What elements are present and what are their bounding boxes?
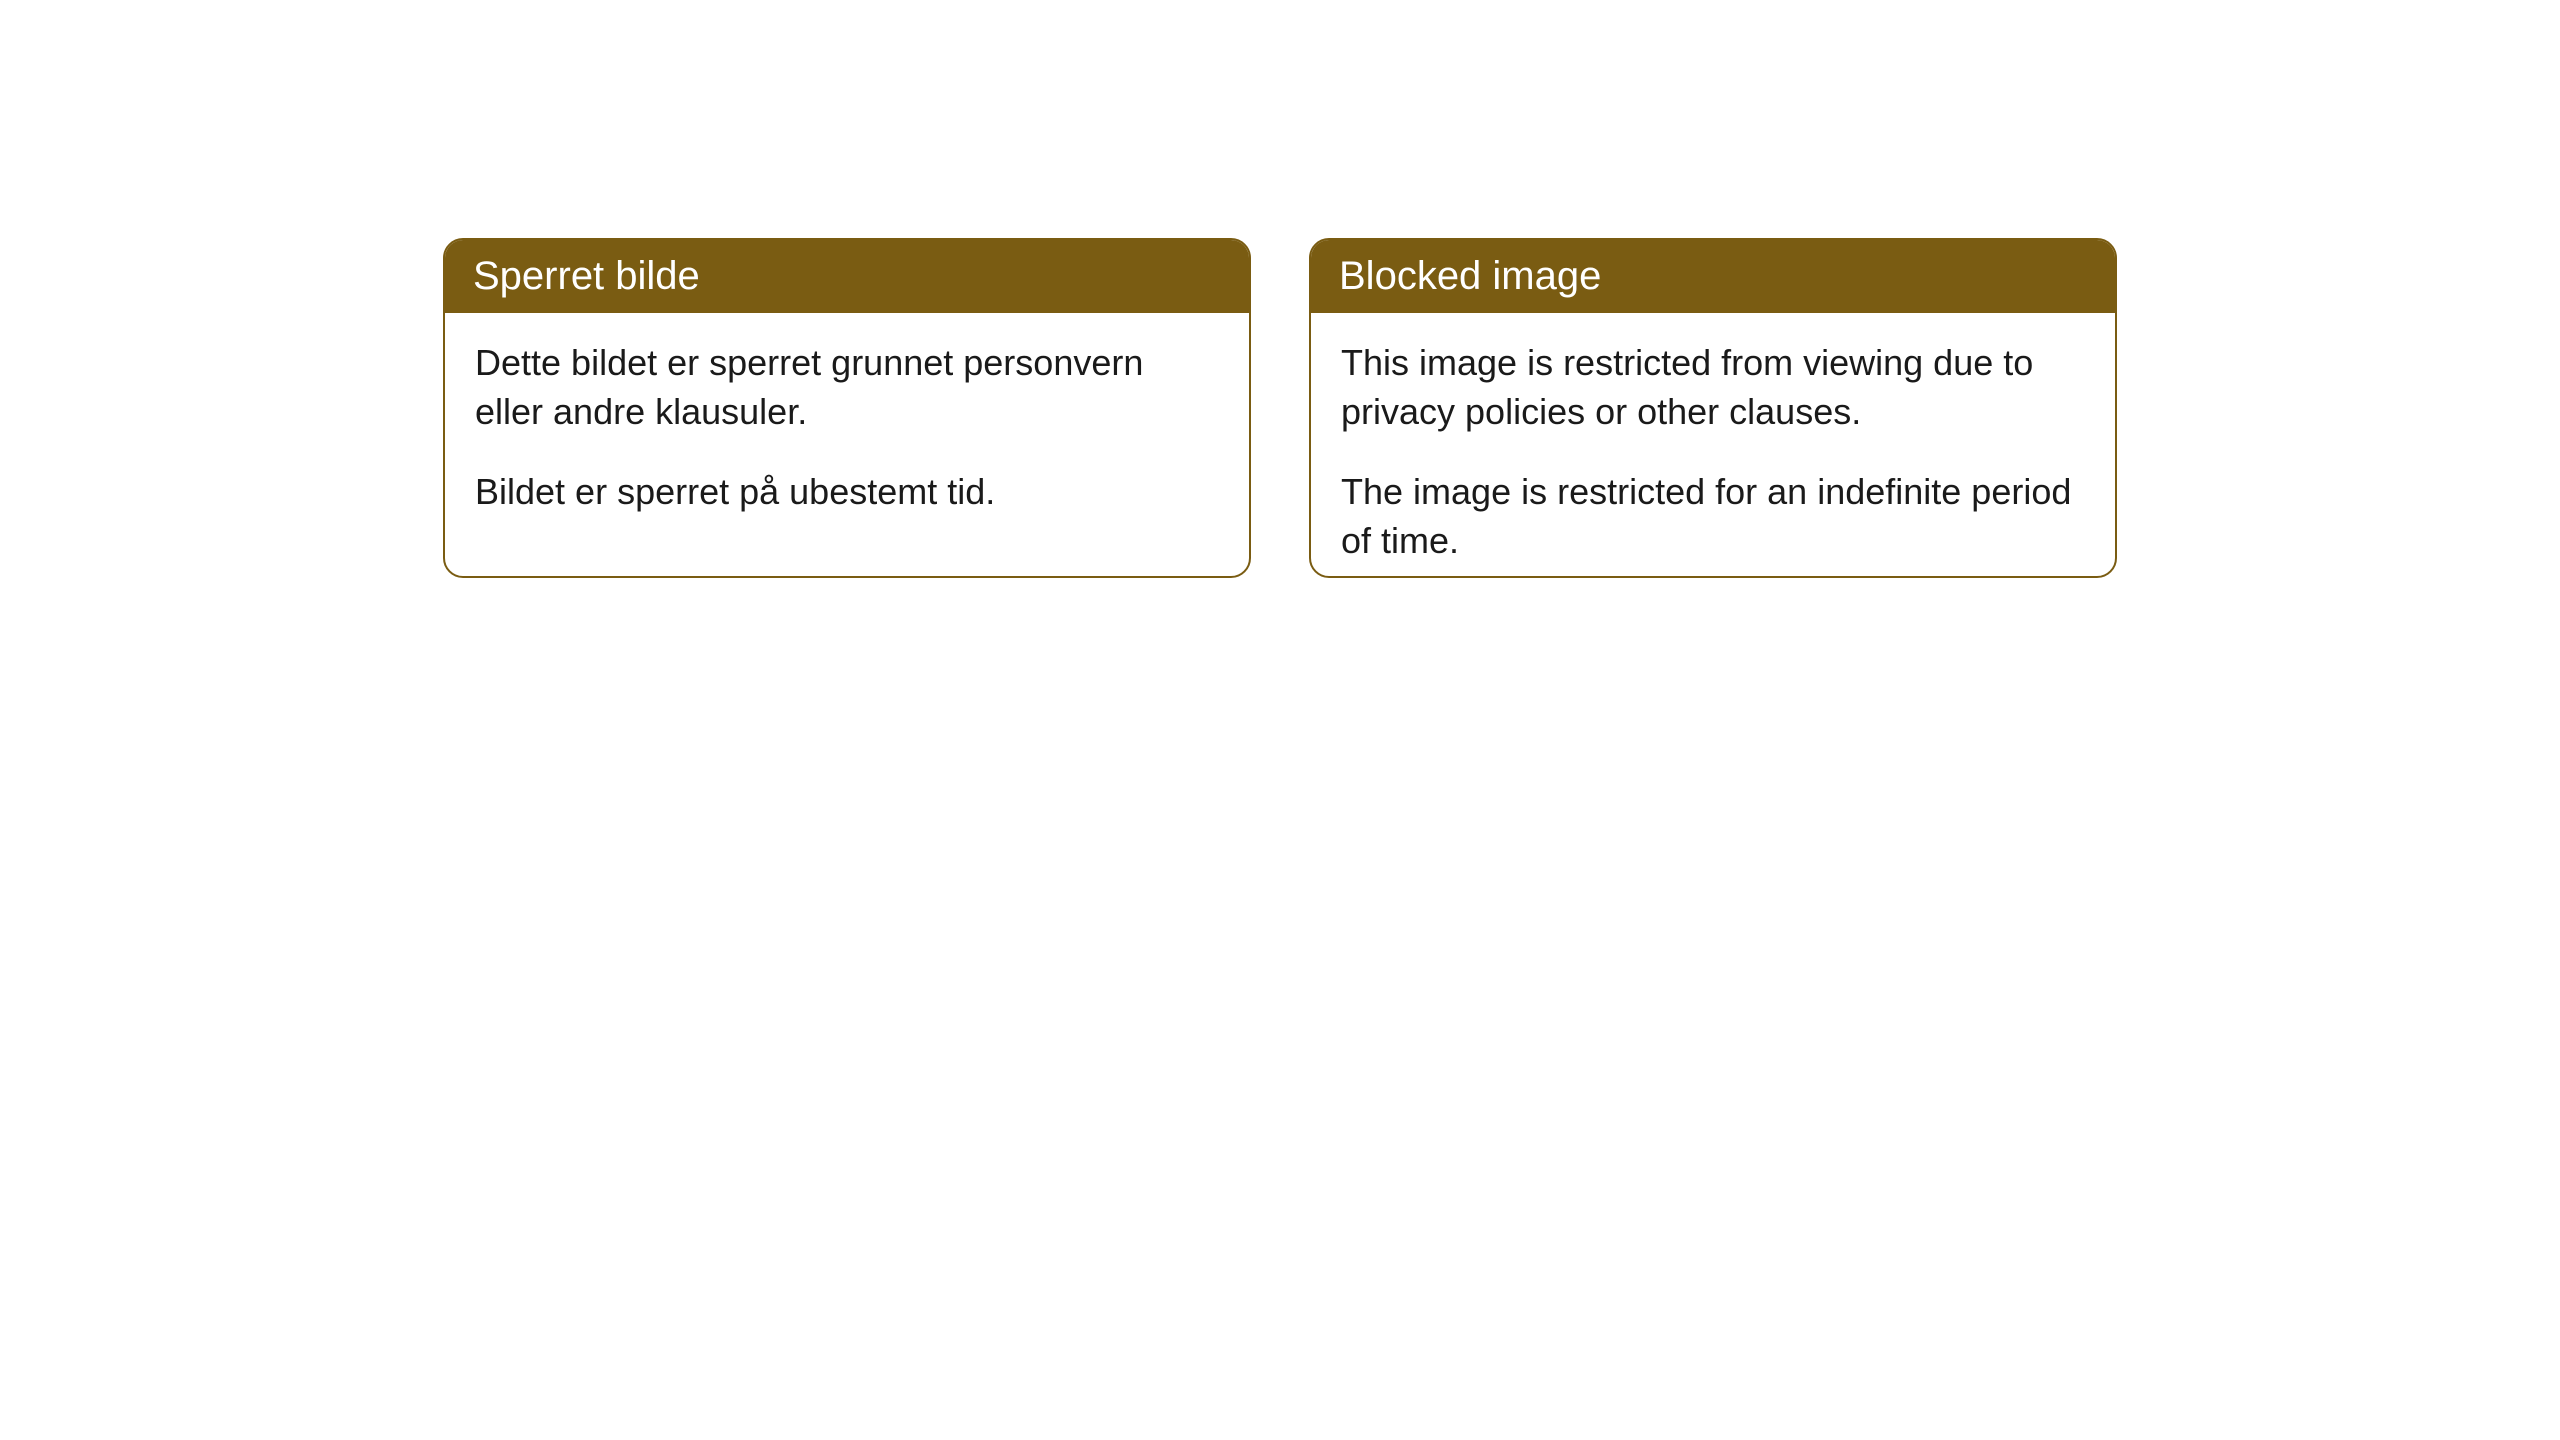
card-header-norwegian: Sperret bilde (445, 240, 1249, 313)
card-title-norwegian: Sperret bilde (473, 254, 700, 298)
card-title-english: Blocked image (1339, 254, 1601, 298)
card-body-english: This image is restricted from viewing du… (1311, 313, 2115, 578)
card-paragraph-2-english: The image is restricted for an indefinit… (1341, 468, 2085, 565)
notice-card-norwegian: Sperret bilde Dette bildet er sperret gr… (443, 238, 1251, 578)
card-paragraph-1-norwegian: Dette bildet er sperret grunnet personve… (475, 339, 1219, 436)
notice-container: Sperret bilde Dette bildet er sperret gr… (443, 238, 2117, 1440)
card-header-english: Blocked image (1311, 240, 2115, 313)
card-paragraph-1-english: This image is restricted from viewing du… (1341, 339, 2085, 436)
card-paragraph-2-norwegian: Bildet er sperret på ubestemt tid. (475, 468, 1219, 517)
notice-card-english: Blocked image This image is restricted f… (1309, 238, 2117, 578)
card-body-norwegian: Dette bildet er sperret grunnet personve… (445, 313, 1249, 557)
